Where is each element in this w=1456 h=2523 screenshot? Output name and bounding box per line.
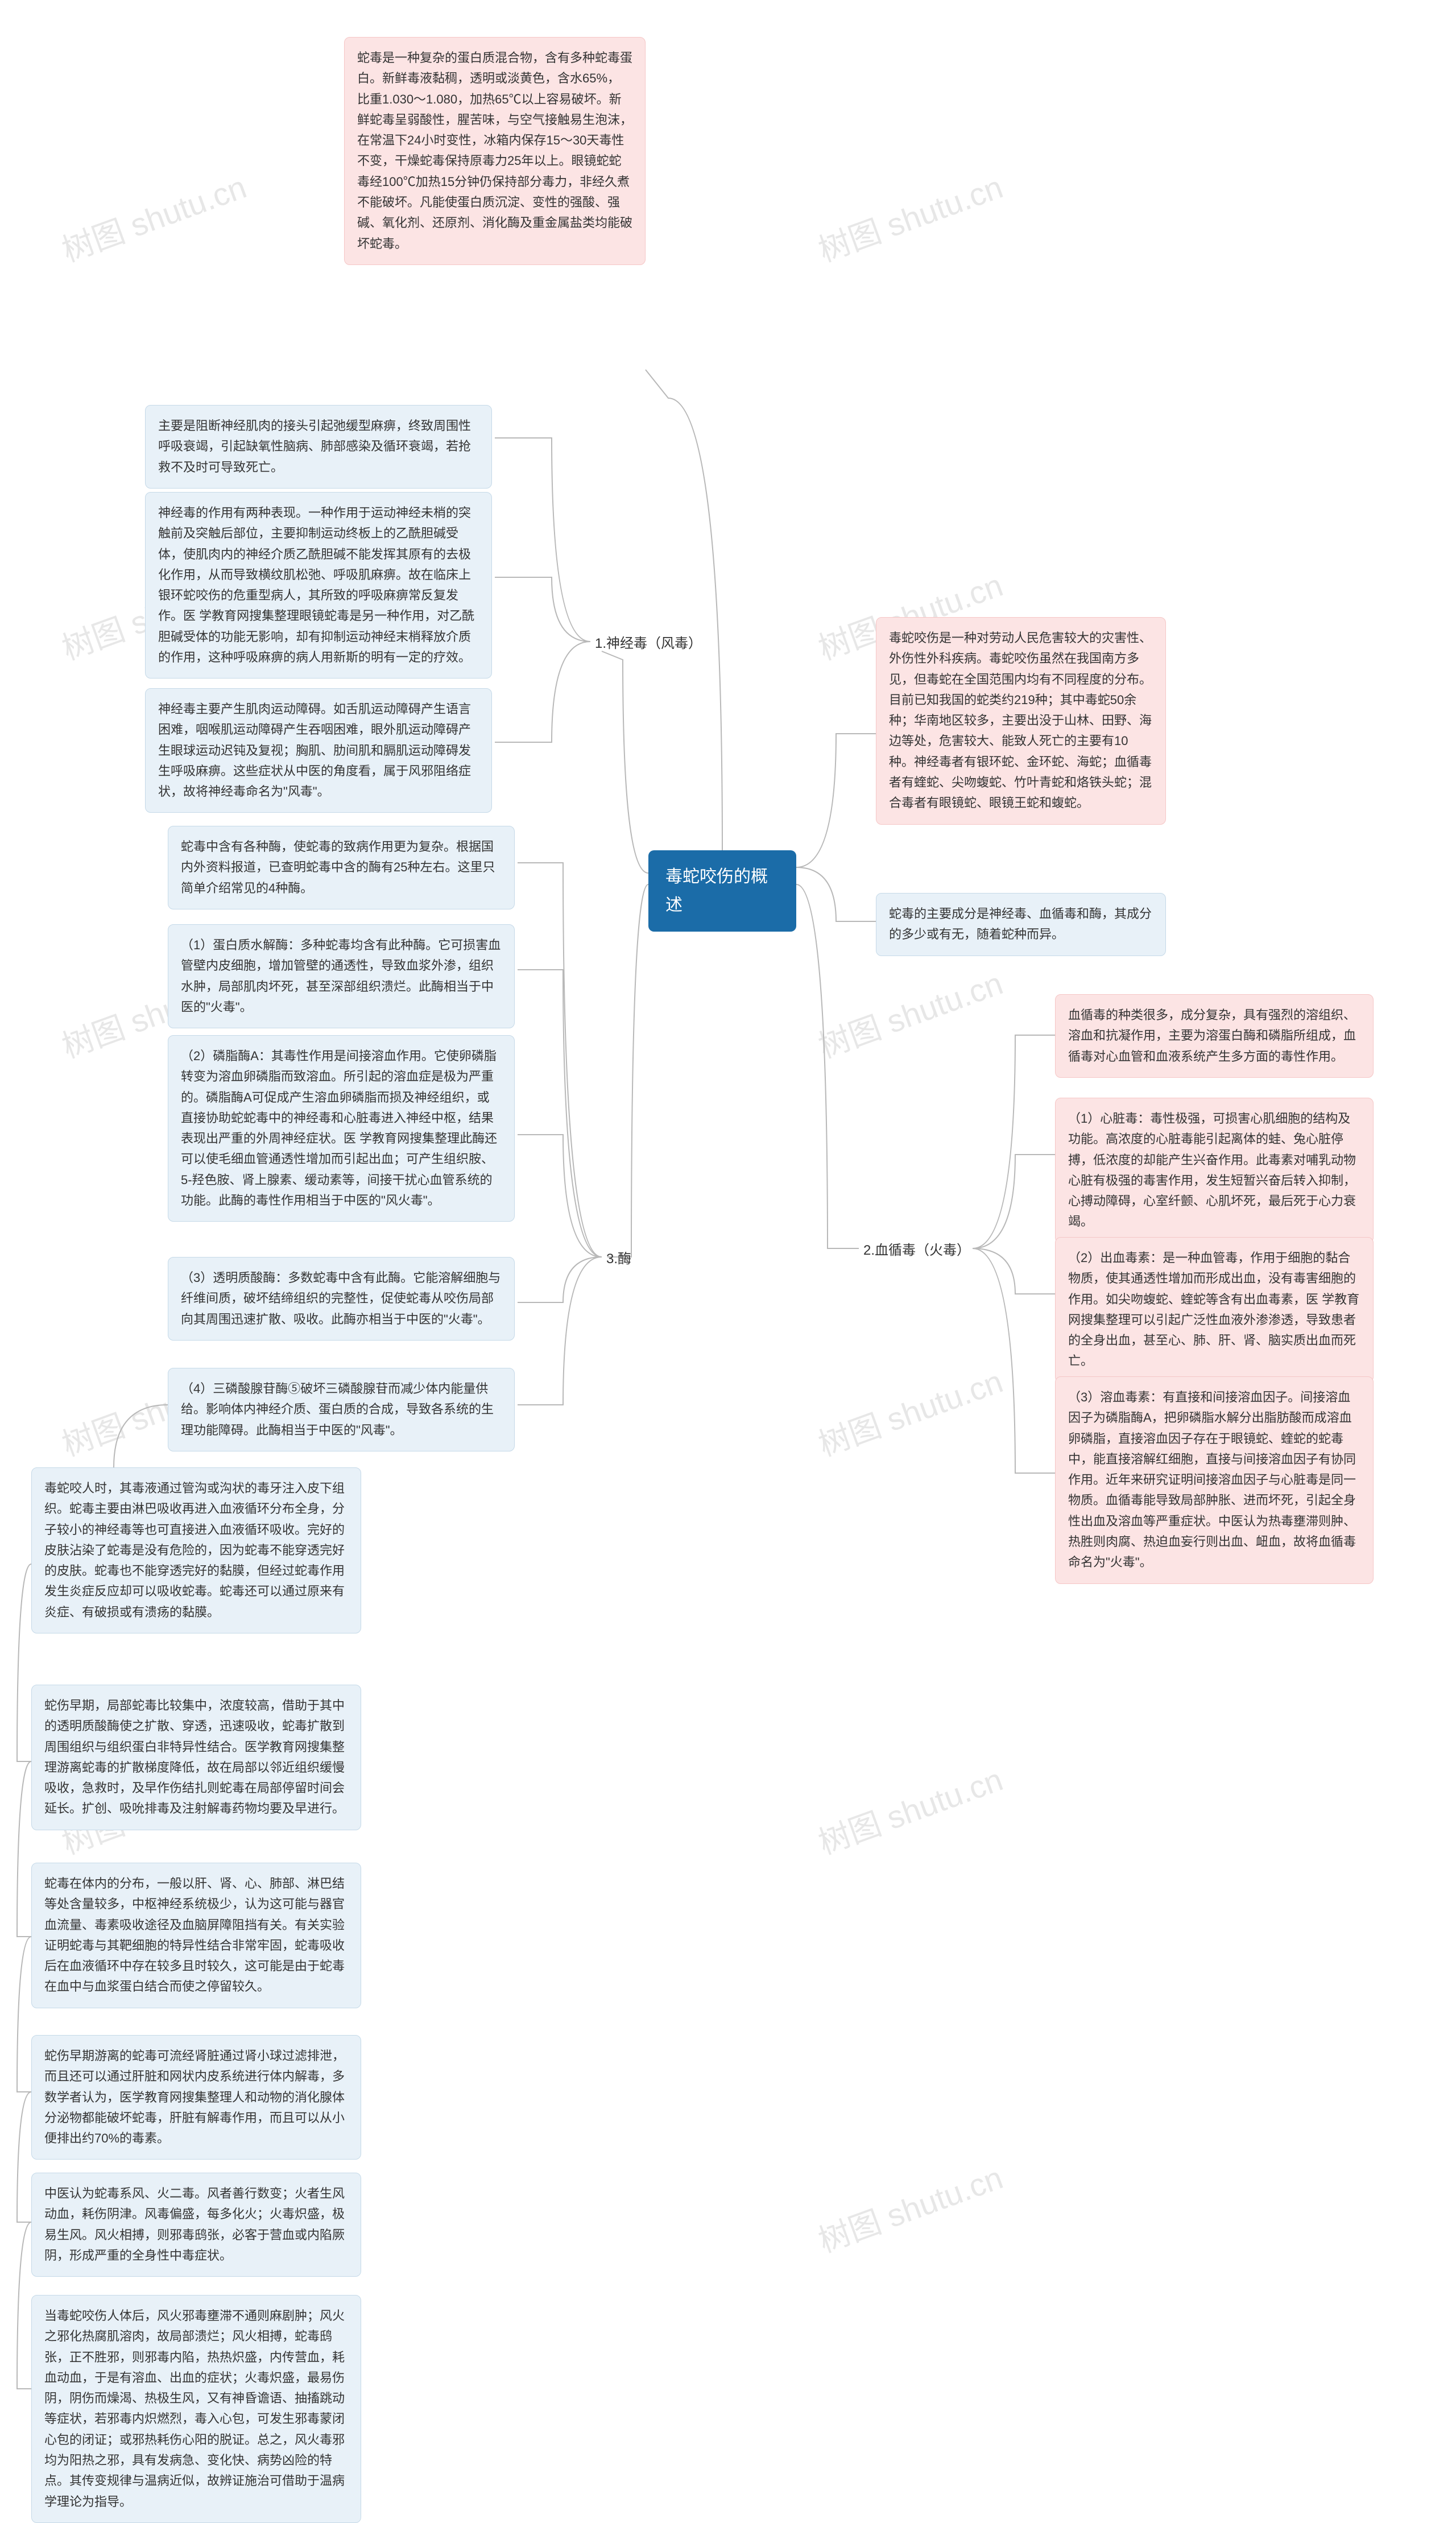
watermark: 树图 shutu.cn	[811, 958, 1008, 1067]
branch3-box4: （3）透明质酸酶：多数蛇毒中含有此酶。它能溶解细胞与纤维间质，破坏结缔组织的完整…	[168, 1257, 515, 1341]
watermark: 树图 shutu.cn	[811, 2152, 1008, 2261]
watermark: 树图 shutu.cn	[55, 162, 252, 271]
branch2-box1: 血循毒的种类很多，成分复杂，具有强烈的溶组织、溶血和抗凝作用，主要为溶蛋白酶和磷…	[1055, 994, 1374, 1078]
right-intro-1: 毒蛇咬伤是一种对劳动人民危害较大的灾害性、外伤性外科疾病。毒蛇咬伤虽然在我国南方…	[876, 617, 1166, 825]
branch1-box3: 神经毒主要产生肌肉运动障碍。如舌肌运动障碍产生语言困难，咽喉肌运动障碍产生吞咽困…	[145, 688, 492, 813]
central-node: 毒蛇咬伤的概述	[648, 850, 796, 932]
branch3-box1: 蛇毒中含有各种酶，使蛇毒的致病作用更为复杂。根据国内外资料报道，已查明蛇毒中含的…	[168, 826, 515, 909]
branch2-box3: （2）出血毒素：是一种血管毒，作用于细胞的黏合物质，使其通透性增加而形成出血，没…	[1055, 1237, 1374, 1383]
left-box-5: 当毒蛇咬伤人体后，风火邪毒壅滞不通则麻剧肿；风火之邪化热腐肌溶肉，故局部溃烂；风…	[31, 2295, 361, 2523]
branch3-box2: （1）蛋白质水解酶：多种蛇毒均含有此种酶。它可损害血管壁内皮细胞，增加管壁的通透…	[168, 924, 515, 1028]
branch1-box1: 主要是阻断神经肌肉的接头引起弛缓型麻痹，终致周围性呼吸衰竭，引起缺氧性脑病、肺部…	[145, 405, 492, 489]
right-intro-2: 蛇毒的主要成分是神经毒、血循毒和酶，其成分的多少或有无，随着蛇种而异。	[876, 893, 1166, 956]
left-box-4: 中医认为蛇毒系风、火二毒。风者善行数变；火者生风动血，耗伤阴津。风毒偏盛，每多化…	[31, 2173, 361, 2277]
branch2-label: 2.血循毒（火毒）	[859, 1237, 975, 1264]
branch2-box2: （1）心脏毒：毒性极强，可损害心肌细胞的结构及功能。高浓度的心脏毒能引起离体的蛙…	[1055, 1098, 1374, 1243]
left-box-2: 蛇毒在体内的分布，一般以肝、肾、心、肺部、淋巴结等处含量较多，中枢神经系统极少，…	[31, 1863, 361, 2008]
intro-top-box: 蛇毒是一种复杂的蛋白质混合物，含有多种蛇毒蛋白。新鲜毒液黏稠，透明或淡黄色，含水…	[344, 37, 646, 265]
watermark: 树图 shutu.cn	[811, 1356, 1008, 1465]
branch3-label: 3.酶	[602, 1246, 636, 1273]
left-box-1: 蛇伤早期，局部蛇毒比较集中，浓度较高，借助于其中的透明质酸酶使之扩散、穿透，迅速…	[31, 1685, 361, 1830]
branch3-box5: （4）三磷酸腺苷酶⑤破坏三磷酸腺苷而减少体内能量供给。影响体内神经介质、蛋白质的…	[168, 1368, 515, 1451]
branch1-box2: 神经毒的作用有两种表现。一种作用于运动神经未梢的突触前及突触后部位，主要抑制运动…	[145, 492, 492, 679]
left-box-0: 毒蛇咬人时，其毒液通过管沟或沟状的毒牙注入皮下组织。蛇毒主要由淋巴吸收再进入血液…	[31, 1467, 361, 1633]
branch1-label: 1.神经毒（风毒）	[590, 630, 706, 657]
watermark: 树图 shutu.cn	[811, 162, 1008, 271]
left-box-3: 蛇伤早期游离的蛇毒可流经肾脏通过肾小球过滤排泄，而且还可以通过肝脏和网状内皮系统…	[31, 2035, 361, 2160]
watermark: 树图 shutu.cn	[811, 1754, 1008, 1863]
branch2-box4: （3）溶血毒素：有直接和间接溶血因子。间接溶血因子为磷脂酶A，把卵磷脂水解分出脂…	[1055, 1376, 1374, 1584]
branch3-box3: （2）磷脂酶A：其毒性作用是间接溶血作用。它使卵磷脂转变为溶血卵磷脂而致溶血。所…	[168, 1035, 515, 1222]
